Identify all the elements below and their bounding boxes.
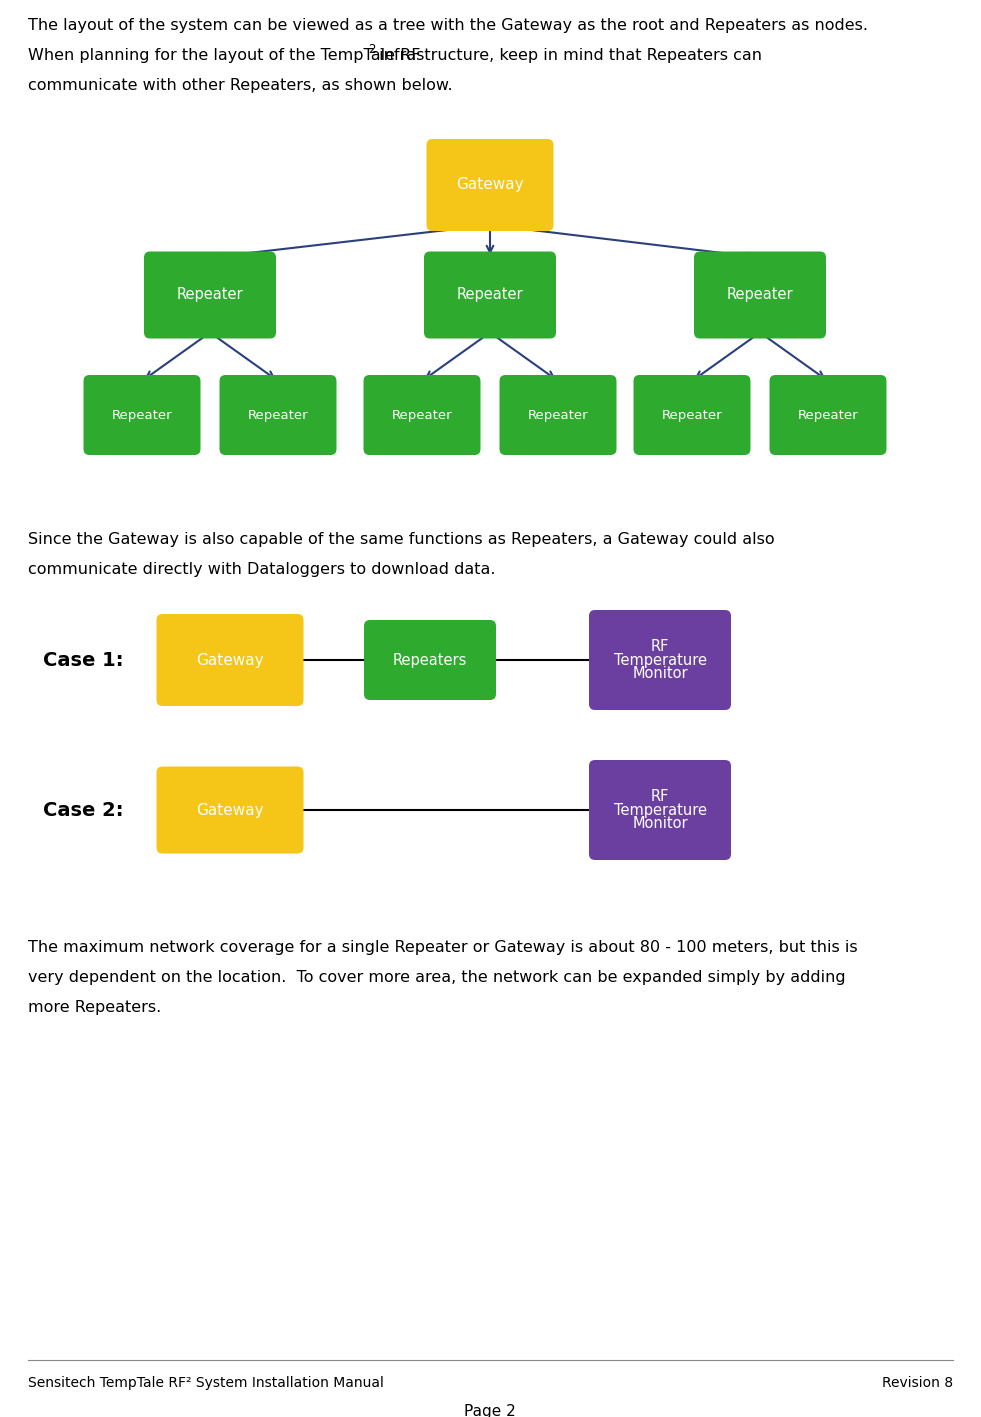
Text: Repeater: Repeater [798, 408, 858, 421]
Text: Repeater: Repeater [112, 408, 173, 421]
FancyBboxPatch shape [364, 621, 496, 700]
Text: The layout of the system can be viewed as a tree with the Gateway as the root an: The layout of the system can be viewed a… [28, 18, 868, 33]
Text: Case 2:: Case 2: [43, 801, 124, 819]
Text: Gateway: Gateway [196, 652, 264, 667]
Text: Temperature: Temperature [613, 652, 706, 667]
FancyBboxPatch shape [694, 251, 826, 339]
FancyBboxPatch shape [589, 760, 731, 860]
Text: Sensitech TempTale RF² System Installation Manual: Sensitech TempTale RF² System Installati… [28, 1376, 384, 1390]
FancyBboxPatch shape [589, 609, 731, 710]
FancyBboxPatch shape [634, 376, 750, 455]
Text: Gateway: Gateway [196, 802, 264, 818]
Text: Repeater: Repeater [662, 408, 722, 421]
Text: communicate directly with Dataloggers to download data.: communicate directly with Dataloggers to… [28, 563, 495, 577]
Text: The maximum network coverage for a single Repeater or Gateway is about 80 - 100 : The maximum network coverage for a singl… [28, 939, 857, 955]
Text: Gateway: Gateway [456, 177, 524, 193]
Text: Repeater: Repeater [177, 288, 243, 302]
Text: very dependent on the location.  To cover more area, the network can be expanded: very dependent on the location. To cover… [28, 971, 846, 985]
Text: RF: RF [650, 639, 669, 653]
FancyBboxPatch shape [157, 767, 303, 853]
FancyBboxPatch shape [499, 376, 616, 455]
FancyBboxPatch shape [364, 376, 481, 455]
Text: Repeater: Repeater [391, 408, 452, 421]
Text: When planning for the layout of the TempTale RF: When planning for the layout of the Temp… [28, 48, 421, 62]
Text: Repeaters: Repeaters [392, 652, 467, 667]
FancyBboxPatch shape [427, 139, 553, 231]
Text: Temperature: Temperature [613, 802, 706, 818]
Text: Since the Gateway is also capable of the same functions as Repeaters, a Gateway : Since the Gateway is also capable of the… [28, 531, 775, 547]
FancyBboxPatch shape [157, 614, 303, 706]
Text: Monitor: Monitor [632, 666, 688, 682]
Text: RF: RF [650, 789, 669, 803]
FancyBboxPatch shape [424, 251, 556, 339]
Text: Repeater: Repeater [727, 288, 794, 302]
Text: more Repeaters.: more Repeaters. [28, 1000, 161, 1015]
Text: Revision 8: Revision 8 [882, 1376, 953, 1390]
Text: Monitor: Monitor [632, 816, 688, 832]
FancyBboxPatch shape [769, 376, 887, 455]
FancyBboxPatch shape [83, 376, 200, 455]
Text: Page 2: Page 2 [464, 1404, 516, 1417]
Text: Case 1:: Case 1: [43, 650, 124, 669]
Text: infrastructure, keep in mind that Repeaters can: infrastructure, keep in mind that Repeat… [374, 48, 762, 62]
FancyBboxPatch shape [220, 376, 336, 455]
FancyBboxPatch shape [144, 251, 276, 339]
Text: Repeater: Repeater [457, 288, 523, 302]
Text: Repeater: Repeater [247, 408, 308, 421]
Text: communicate with other Repeaters, as shown below.: communicate with other Repeaters, as sho… [28, 78, 452, 94]
Text: Repeater: Repeater [528, 408, 589, 421]
Text: 2: 2 [368, 43, 376, 57]
